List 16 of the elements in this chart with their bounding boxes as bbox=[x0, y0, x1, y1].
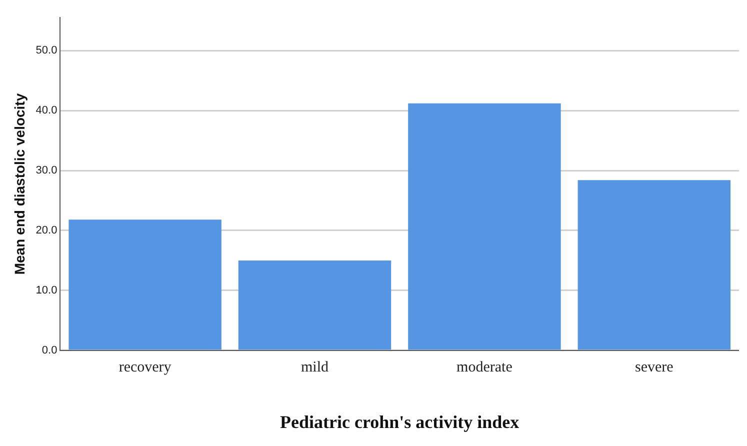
bar bbox=[408, 103, 561, 350]
bar bbox=[578, 180, 731, 350]
x-axis-title: Pediatric crohn's activity index bbox=[280, 412, 520, 432]
x-tick-label: mild bbox=[301, 359, 329, 376]
y-tick-label: 50.0 bbox=[36, 44, 58, 57]
y-tick-label: 30.0 bbox=[36, 164, 58, 177]
y-tick-label: 10.0 bbox=[36, 284, 58, 296]
bar bbox=[238, 260, 392, 350]
x-tick-label: severe bbox=[634, 359, 674, 376]
y-tick-label: 40.0 bbox=[36, 104, 58, 117]
bar bbox=[68, 220, 222, 350]
y-axis-title: Mean end diastolic velocity bbox=[11, 93, 28, 275]
x-tick-label: recovery bbox=[118, 359, 172, 376]
x-tick-label: moderate bbox=[456, 359, 513, 376]
y-tick-label: 0.0 bbox=[42, 344, 58, 356]
y-tick-label: 20.0 bbox=[36, 224, 58, 237]
